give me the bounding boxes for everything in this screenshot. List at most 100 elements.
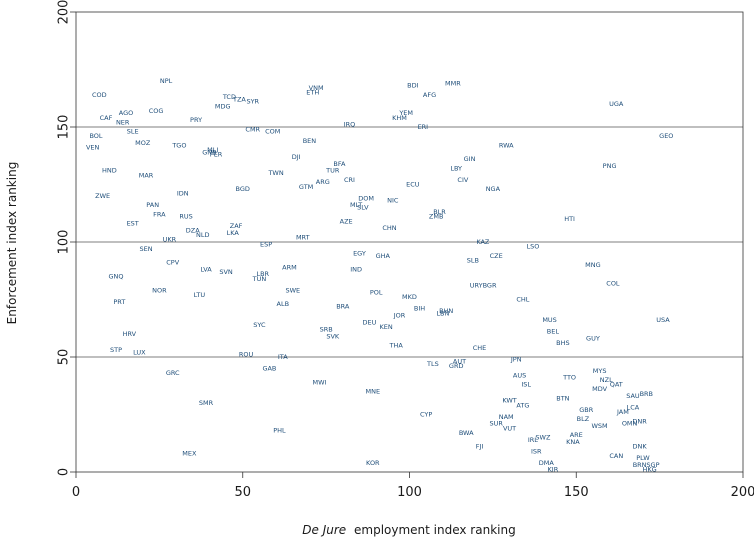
data-point-label: EST bbox=[127, 220, 139, 228]
data-point-label: BWA bbox=[459, 429, 474, 437]
data-point-label: DNK bbox=[633, 443, 648, 451]
data-point-label: THA bbox=[389, 342, 404, 350]
axes: 0 50 100 150 200 0 50 100 150 200 bbox=[57, 0, 754, 500]
data-point-label: CPV bbox=[166, 259, 179, 267]
data-point-label: CYP bbox=[420, 411, 432, 419]
data-point-label: ARM bbox=[282, 263, 297, 271]
data-point-label: TTO bbox=[562, 374, 576, 382]
y-tick-label: 50 bbox=[57, 349, 72, 366]
data-point-label: GEO bbox=[659, 132, 673, 140]
data-point-label: FRA bbox=[153, 210, 166, 218]
data-point-label: MYS bbox=[593, 367, 607, 375]
data-point-label: BLZ bbox=[577, 415, 590, 423]
data-point-label: TCD bbox=[222, 93, 236, 101]
data-point-label: AUT bbox=[453, 358, 466, 366]
data-point-label: LCA bbox=[627, 404, 640, 412]
data-point-label: MMR bbox=[445, 79, 461, 87]
data-point-label: ERI bbox=[418, 123, 429, 131]
data-point-label: IND bbox=[350, 266, 362, 274]
data-point-label: OMN bbox=[622, 420, 638, 428]
data-point-label: DZA bbox=[186, 227, 200, 235]
data-point-label: JPN bbox=[510, 355, 522, 363]
data-point-label: PHL bbox=[273, 427, 286, 435]
data-point-label: SLE bbox=[127, 128, 139, 136]
data-point-label: MDG bbox=[215, 102, 231, 110]
data-point-label: SMR bbox=[199, 399, 214, 407]
data-point-label: AFG bbox=[423, 91, 436, 99]
data-point-label: DJI bbox=[292, 153, 301, 161]
data-point-label: FJI bbox=[476, 443, 484, 451]
data-point-label: ALB bbox=[277, 300, 290, 308]
data-point-label: MLI bbox=[207, 146, 218, 154]
data-point-label: GRD bbox=[449, 362, 464, 370]
data-point-label: CAN bbox=[609, 452, 623, 460]
data-point-label: TUN bbox=[252, 275, 267, 283]
data-point-label: IDN bbox=[177, 190, 189, 198]
data-point-label: BTN bbox=[556, 394, 569, 402]
data-point-label: COD bbox=[92, 91, 107, 99]
x-axis-title: De Jure employment index ranking bbox=[302, 523, 515, 537]
data-point-label: BFA bbox=[333, 160, 346, 168]
data-point-label: USA bbox=[656, 316, 670, 324]
data-point-label: VEN bbox=[86, 144, 100, 152]
data-point-label: NZL bbox=[600, 376, 613, 384]
x-tick-label: 50 bbox=[234, 485, 251, 500]
data-point-label: BHS bbox=[556, 339, 569, 347]
data-point-label: MLT bbox=[350, 201, 362, 209]
x-tick-label: 150 bbox=[564, 485, 589, 500]
data-point-label: ARG bbox=[316, 178, 330, 186]
data-point-label: GAB bbox=[262, 365, 276, 373]
data-point-label: ARE bbox=[570, 431, 583, 439]
data-point-label: RWA bbox=[499, 141, 514, 149]
data-point-label: BEL bbox=[547, 328, 560, 336]
data-point-label: ATG bbox=[516, 401, 529, 409]
data-point-label: CHE bbox=[473, 344, 487, 352]
data-point-label: BRN bbox=[633, 461, 647, 469]
data-point-label: GBR bbox=[579, 406, 593, 414]
data-point-label: TLS bbox=[426, 360, 439, 368]
data-point-label: KOR bbox=[366, 459, 380, 467]
x-tick-label: 0 bbox=[72, 485, 80, 500]
data-point-label: CHN bbox=[382, 224, 396, 232]
data-point-label: GTM bbox=[299, 183, 313, 191]
data-point-label: CMR bbox=[245, 125, 260, 133]
data-point-label: GUY bbox=[586, 335, 600, 343]
data-point-label: GNQ bbox=[109, 273, 124, 281]
data-point-label: MRT bbox=[296, 233, 310, 241]
data-point-label: PAN bbox=[146, 201, 159, 209]
data-point-label: KHM bbox=[392, 114, 407, 122]
data-point-label: LBR bbox=[256, 270, 269, 278]
data-point-label: GRC bbox=[166, 369, 180, 377]
data-point-label: HRV bbox=[123, 330, 137, 338]
data-point-label: MAR bbox=[139, 171, 154, 179]
data-point-label: CRI bbox=[344, 176, 355, 184]
data-point-label: ZMB bbox=[429, 213, 444, 221]
data-point-label: HND bbox=[102, 167, 117, 175]
data-point-label: DNR bbox=[632, 417, 647, 425]
data-point-label: BEN bbox=[303, 137, 317, 145]
data-point-label: ITA bbox=[278, 353, 288, 361]
data-point-label: EGY bbox=[353, 250, 366, 258]
data-point-label: TUR bbox=[325, 167, 340, 175]
data-point-label: BDI bbox=[407, 82, 418, 90]
data-point-label: BGD bbox=[236, 185, 250, 193]
data-point-label: ZAF bbox=[230, 222, 243, 230]
data-point-label: ISR bbox=[531, 447, 542, 455]
data-point-label: JAM bbox=[616, 408, 629, 416]
data-point-label: SRB bbox=[320, 325, 333, 333]
data-point-label: LTU bbox=[194, 291, 206, 299]
data-point-label: WSM bbox=[592, 422, 608, 430]
data-point-label: SVN bbox=[219, 268, 233, 276]
data-point-label: SVK bbox=[326, 332, 340, 340]
data-point-label: IRQ bbox=[344, 121, 356, 129]
data-point-label: NOR bbox=[152, 286, 167, 294]
data-point-label: COG bbox=[149, 107, 164, 115]
data-point-label: NLD bbox=[196, 231, 210, 239]
data-point-label: MWI bbox=[312, 378, 326, 386]
data-point-label: BRB bbox=[640, 390, 653, 398]
data-point-label: PNG bbox=[603, 162, 617, 170]
data-point-label: LKA bbox=[227, 229, 240, 237]
data-point-label: LSO bbox=[526, 243, 539, 251]
data-point-label: SWZ bbox=[535, 434, 551, 442]
